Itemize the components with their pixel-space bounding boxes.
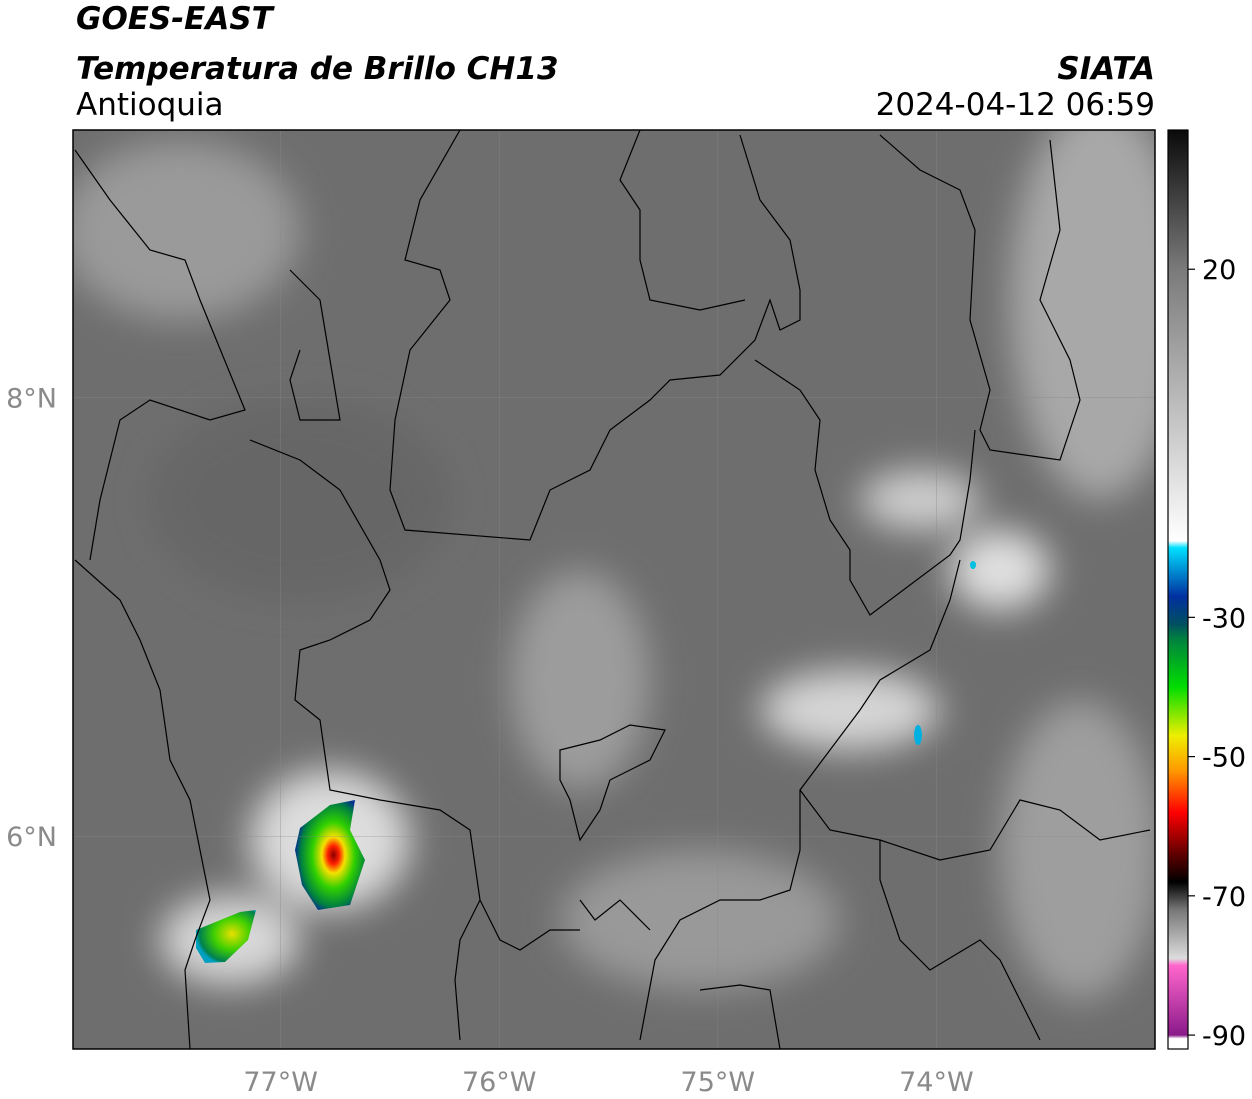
- satellite-title: GOES-EAST: [76, 1, 276, 37]
- cold-spot: [914, 725, 922, 745]
- source: SIATA: [1057, 51, 1155, 87]
- colorbar-tick-label: 20: [1202, 255, 1236, 286]
- borders: [74, 130, 1151, 1049]
- map: [73, 130, 1155, 1049]
- colorbar-tick-label: -30: [1202, 603, 1246, 634]
- storm-cell: [196, 910, 256, 963]
- lat-tick-label: 8°N: [6, 384, 57, 415]
- datetime: 2024-04-12 06:59: [876, 87, 1155, 123]
- colorbar-tick-label: -70: [1202, 882, 1246, 913]
- lon-tick-label: 74°W: [899, 1067, 974, 1098]
- colorbar-tick-label: -50: [1202, 743, 1246, 774]
- region: Antioquia: [76, 87, 224, 123]
- colorbar: [1167, 129, 1189, 1050]
- gridlines: [73, 130, 1155, 1049]
- lat-tick-label: 6°N: [6, 822, 57, 853]
- cold-spot: [970, 561, 976, 569]
- storm-cell: [295, 800, 365, 910]
- lon-tick-label: 76°W: [462, 1067, 537, 1098]
- cloud-texture: [73, 130, 1155, 1000]
- lon-tick-label: 75°W: [681, 1067, 756, 1098]
- product-title: Temperatura de Brillo CH13: [76, 51, 559, 87]
- colorbar-tick-label: -90: [1202, 1021, 1246, 1052]
- lon-tick-label: 77°W: [243, 1067, 318, 1098]
- map-frame: [72, 129, 1156, 1050]
